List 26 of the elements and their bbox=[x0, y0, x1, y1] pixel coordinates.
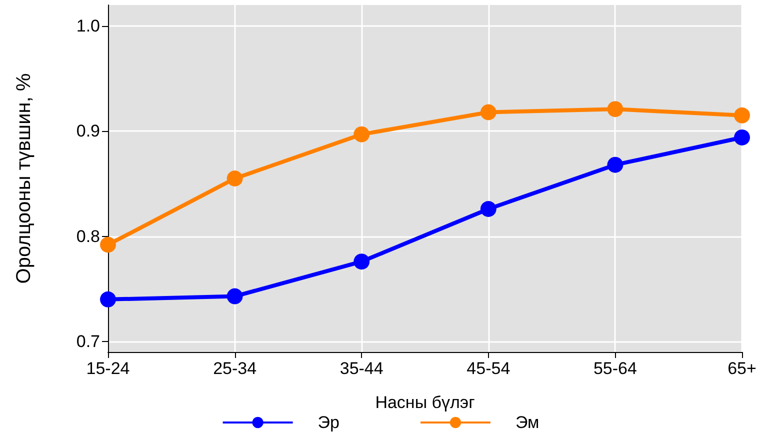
legend-label: Эр bbox=[318, 413, 340, 432]
point bbox=[354, 126, 370, 142]
y-tick-label: 0.7 bbox=[76, 332, 100, 351]
point bbox=[734, 129, 750, 146]
x-tick-label: 25-34 bbox=[213, 359, 257, 378]
x-tick-label: 65+ bbox=[728, 359, 756, 378]
point bbox=[480, 201, 496, 217]
y-tick-label: 0.8 bbox=[76, 226, 100, 246]
legend-label: Эм bbox=[515, 413, 540, 432]
point bbox=[226, 170, 243, 186]
y-tick-label: 1.0 bbox=[76, 16, 100, 36]
x-axis-title: Насны бүлэг bbox=[375, 393, 475, 412]
point bbox=[354, 254, 370, 270]
point bbox=[480, 104, 496, 120]
y-tick-label: 0.9 bbox=[76, 122, 100, 141]
y-axis-title: Оролцооны түвшин, % bbox=[13, 73, 35, 284]
x-tick-label: 45-54 bbox=[466, 359, 510, 378]
x-tick-label: 15-24 bbox=[86, 359, 130, 378]
x-tick-label: 55-64 bbox=[593, 359, 637, 378]
point bbox=[734, 107, 750, 124]
point bbox=[607, 156, 624, 173]
point bbox=[607, 101, 624, 118]
point bbox=[100, 291, 116, 308]
point bbox=[100, 236, 116, 253]
x-tick-label: 35-44 bbox=[340, 359, 384, 378]
point bbox=[226, 288, 243, 304]
